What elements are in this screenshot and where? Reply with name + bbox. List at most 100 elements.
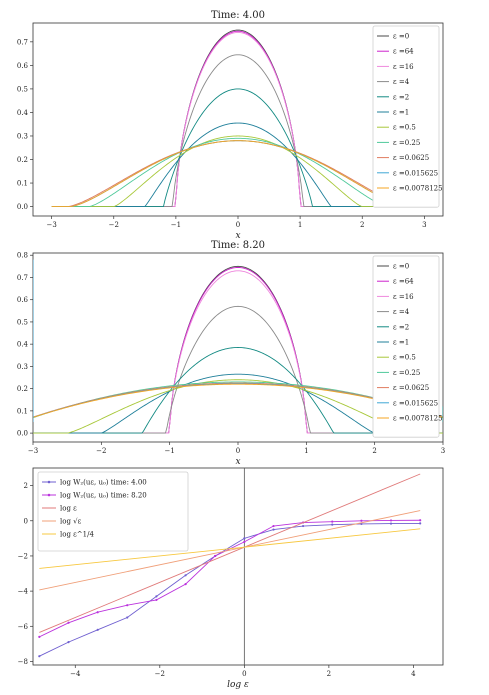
data-point [360,519,363,522]
legend-label: ε =0.015625 [393,399,438,407]
x-tick-label: −2 [96,447,106,455]
legend-label: ε =16 [393,63,414,71]
data-point [96,628,99,631]
legend-label: log W₂(uε, u₀) time: 8.20 [60,492,147,500]
legend: ε =0 ε =64 ε =16 ε =4 ε =2 ε =1 ε =0.5 ε =0.25 ε… [372,25,443,208]
plot-frame [32,467,444,666]
series-line [51,137,425,208]
legend-label: ε =0 [393,263,409,271]
series-line [51,31,425,208]
legend-label: log W₂(uε, u₀) time: 4.00 [60,479,147,487]
x-tick-label: 3 [441,447,445,455]
chart-title: Time: 4.00 [211,10,265,21]
series-line [39,473,421,633]
series-line [51,54,425,208]
y-tick-label: 0.4 [17,109,29,117]
legend-label: log ε [60,505,77,513]
y-tick-label: 0 [24,517,28,525]
data-point [67,641,70,644]
x-tick-label: 4 [411,670,416,678]
legend-marker [47,493,51,497]
data-point [389,519,393,522]
x-tick-label: −3 [46,221,56,229]
data-point [184,574,187,577]
data-point [38,655,41,658]
legend-label: ε =2 [393,323,409,331]
x-tick-label: 0 [236,221,240,229]
data-point [331,520,334,523]
legend: log W₂(uε, u₀) time: 4.00 log W₂(uε, u₀) … [37,471,189,552]
x-axis-label: x [235,231,240,241]
y-tick-label: 0.7 [17,38,28,46]
data-point [96,611,99,614]
series-line [51,140,425,208]
y-tick-label: 0.0 [17,203,28,211]
x-tick-label: 2 [372,447,376,455]
y-tick-label: 0.1 [17,407,28,415]
x-tick-label: 2 [327,670,331,678]
data-point [301,524,305,528]
y-tick-label: −6 [18,623,29,631]
legend-label: ε =0.25 [393,369,420,377]
x-tick-label: −4 [70,670,81,678]
legend-label: ε =0.0625 [393,384,429,392]
data-point [243,537,246,540]
y-tick-label: 0.5 [17,85,28,93]
legend-label: ε =0.5 [393,124,416,132]
data-point [184,582,187,586]
series-line [39,528,421,569]
x-tick-label: 2 [360,221,364,229]
data-point [419,519,422,522]
data-point [214,554,217,558]
data-point [360,522,363,526]
x-tick-label: 0 [236,447,240,455]
legend-label: ε =1 [393,339,409,347]
y-tick-label: 0.2 [17,156,28,164]
x-tick-label: 3 [422,221,426,229]
series-group [38,473,422,658]
legend-label: ε =0.015625 [393,169,438,177]
series-line [51,29,425,208]
legend-box [37,471,189,552]
legend-label: ε =64 [393,278,414,286]
series-group [51,29,425,208]
y-tick-label: −4 [18,588,29,596]
y-tick-label: 2 [24,482,28,490]
series-line [51,135,425,208]
series-line [51,30,425,208]
legend-marker [47,480,51,484]
series-line [51,140,425,208]
data-point [243,540,246,543]
data-point [126,616,129,619]
legend: ε =0 ε =64 ε =16 ε =4 ε =2 ε =1 ε =0.5 ε =0.25 ε… [372,255,443,438]
legend-label: ε =64 [393,48,414,56]
x-tick-label: 0 [242,670,246,678]
x-tick-label: −2 [109,221,119,229]
series-line [39,510,421,591]
legend-label: ε =0.25 [393,139,420,147]
legend-box [372,255,440,438]
y-tick-label: 0.3 [17,132,28,140]
chart-panel-time-8: −3 −2 −1 0 1 2 3 0.0 0.1 0.2 0.3 0.4 0.5 0.6 0.7 0.8 Tim… [17,240,445,467]
data-point [67,621,70,624]
legend-label: ε =0.0625 [393,154,429,162]
legend-label: ε =16 [393,293,414,301]
data-point [272,524,275,528]
data-point [155,595,158,598]
x-tick-label: −1 [171,221,181,229]
y-tick-label: 0.6 [17,62,29,70]
legend-label: log √ε [60,518,82,526]
legend-box [372,25,440,208]
data-point [389,522,393,525]
x-axis-label: x [235,457,240,467]
legend-label: ε =4 [393,308,410,316]
legend-label: log ε^1/4 [60,531,94,539]
legend-label: ε =0.0078125 [393,415,443,423]
y-tick-label: 0.1 [17,180,28,188]
data-point [419,522,422,525]
y-tick-label: 0.2 [17,385,28,393]
y-tick-label: 0.8 [17,252,28,260]
x-tick-label: −1 [165,447,175,455]
